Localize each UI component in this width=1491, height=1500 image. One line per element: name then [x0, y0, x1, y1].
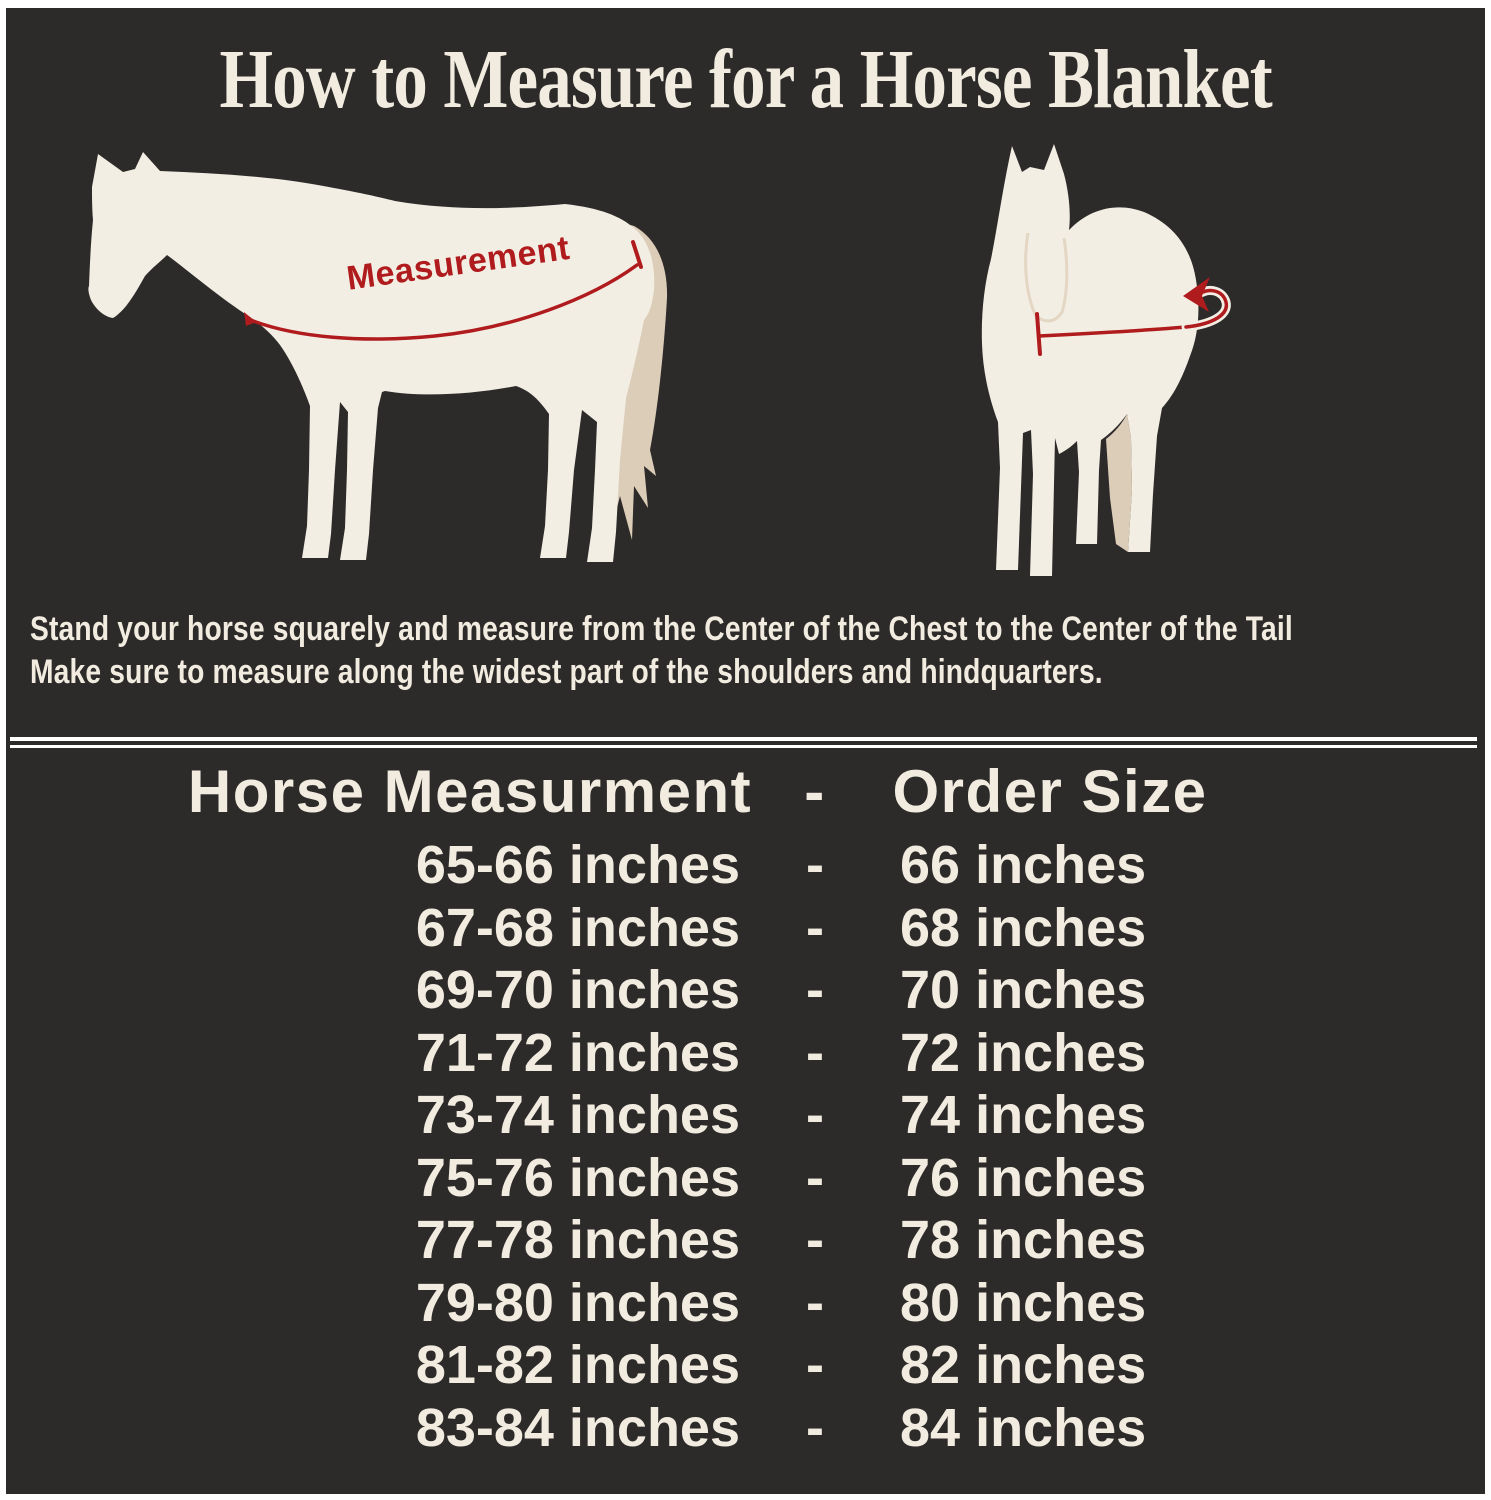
measurement-line-start	[244, 312, 256, 326]
horse-side-silhouette-icon	[88, 152, 668, 562]
row-separator: -	[806, 1022, 824, 1083]
girth-line-curl	[1184, 288, 1229, 329]
table-row: 75-76 inches - 76 inches	[170, 1147, 1240, 1210]
row-size: 82 inches	[900, 1335, 1147, 1395]
girth-line-tick	[1035, 312, 1042, 356]
row-separator: -	[806, 1272, 824, 1333]
row-size: 76 inches	[900, 1147, 1147, 1208]
size-table-body: 65-66 inches - 66 inches 67-68 inches - …	[170, 834, 1240, 1459]
table-row: 83-84 inches - 84 inches	[170, 1397, 1240, 1460]
header-separator: -	[804, 758, 826, 825]
table-row: 71-72 inches - 72 inches	[170, 1022, 1240, 1085]
row-measurement: 77-78 inches	[415, 1210, 740, 1270]
girth-arrowhead	[1183, 277, 1210, 312]
horse-front-silhouette-icon	[981, 144, 1231, 576]
size-table: Horse Measurment - Order Size 65-66 inch…	[170, 752, 1240, 1459]
row-size: 68 inches	[900, 897, 1147, 958]
row-size: 74 inches	[900, 1085, 1147, 1145]
horse-front-leg-shading	[1106, 414, 1132, 552]
horse-front-body-shape	[981, 144, 1199, 576]
row-separator: -	[806, 1210, 824, 1270]
header-size-column: Order Size	[892, 758, 1208, 825]
table-row: 69-70 inches - 70 inches	[170, 959, 1240, 1022]
row-size: 70 inches	[900, 960, 1147, 1020]
horse-body-shape	[88, 152, 655, 562]
row-separator: -	[806, 1397, 824, 1458]
table-row: 77-78 inches - 78 inches	[170, 1209, 1240, 1272]
row-separator: -	[806, 1335, 824, 1395]
row-measurement: 79-80 inches	[415, 1272, 740, 1333]
row-size: 78 inches	[900, 1210, 1147, 1270]
row-measurement: 67-68 inches	[415, 897, 740, 958]
row-separator: -	[806, 897, 824, 958]
table-row: 73-74 inches - 74 inches	[170, 1084, 1240, 1147]
measurement-line	[246, 263, 639, 341]
row-size: 84 inches	[900, 1397, 1147, 1458]
measurement-line-tick	[631, 240, 643, 269]
row-measurement: 75-76 inches	[415, 1147, 740, 1208]
instruction-line-1: Stand your horse squarely and measure fr…	[30, 610, 1293, 648]
section-divider	[10, 737, 1477, 748]
row-measurement: 71-72 inches	[415, 1022, 740, 1083]
row-measurement: 81-82 inches	[415, 1335, 740, 1395]
page-title: How to Measure for a Horse Blanket	[6, 22, 1485, 138]
instruction-line-2: Make sure to measure along the widest pa…	[30, 653, 1103, 691]
table-row: 67-68 inches - 68 inches	[170, 897, 1240, 960]
size-table-header: Horse Measurment - Order Size	[170, 752, 1240, 832]
row-measurement: 69-70 inches	[415, 960, 740, 1020]
header-measurement-column: Horse Measurment	[187, 758, 753, 825]
table-row: 79-80 inches - 80 inches	[170, 1272, 1240, 1335]
row-separator: -	[806, 1147, 824, 1208]
row-size: 66 inches	[900, 835, 1147, 895]
row-measurement: 65-66 inches	[415, 835, 740, 895]
row-size: 80 inches	[900, 1272, 1147, 1333]
horse-front-face-shading	[1024, 232, 1069, 323]
row-separator: -	[806, 1085, 824, 1145]
row-measurement: 83-84 inches	[415, 1397, 740, 1458]
row-size: 72 inches	[900, 1022, 1147, 1083]
girth-line	[1037, 325, 1188, 338]
table-row: 65-66 inches - 66 inches	[170, 834, 1240, 897]
measuring-instructions: Stand your horse squarely and measure fr…	[30, 608, 1293, 694]
row-separator: -	[806, 960, 824, 1020]
table-row: 81-82 inches - 82 inches	[170, 1334, 1240, 1397]
page-title-text: How to Measure for a Horse Blanket	[219, 33, 1272, 126]
row-separator: -	[806, 835, 824, 895]
row-measurement: 73-74 inches	[415, 1085, 740, 1145]
